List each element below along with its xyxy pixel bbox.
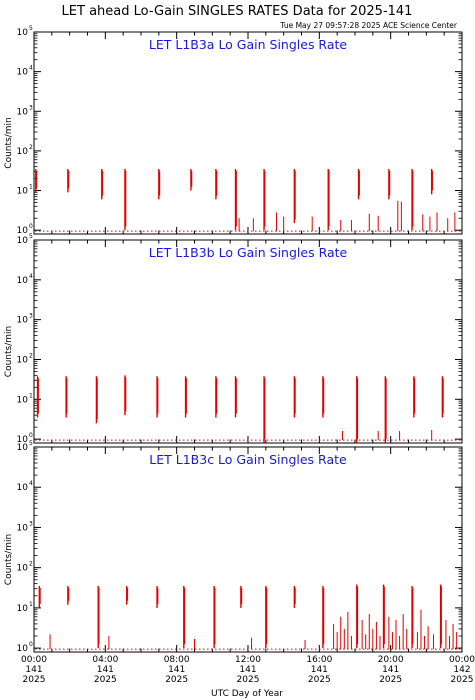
y-tick-label: 10 [17,316,29,326]
x-tick-time: 08:00 [164,655,190,665]
x-tick-time: 00:00 [449,655,475,665]
y-tick-label: 10 [17,276,29,286]
x-tick-year: 2025 [94,675,117,685]
y-tick-exponent: 4 [29,273,33,280]
x-axis-label: UTC Day of Year [211,689,283,699]
x-tick-doy: 142 [453,665,470,675]
y-tick-exponent: 5 [29,25,33,32]
y-tick-label: 10 [17,68,29,78]
y-tick-exponent: 0 [29,432,33,439]
y-tick-label: 10 [17,187,29,197]
x-tick-doy: 141 [97,665,114,675]
x-tick-year: 2025 [237,675,260,685]
x-tick-time: 16:00 [306,655,332,665]
x-tick-year: 2025 [451,675,474,685]
y-tick-exponent: 4 [29,65,33,72]
y-tick-exponent: 2 [29,561,33,568]
y-tick-label: 10 [17,147,29,157]
y-tick-exponent: 3 [29,104,33,111]
y-tick-exponent: 1 [29,392,33,399]
y-tick-label: 10 [17,644,29,654]
y-tick-label: 10 [17,107,29,117]
x-tick-year: 2025 [23,675,46,685]
y-tick-label: 10 [17,226,29,236]
y-tick-label: 10 [17,355,29,365]
panel-title: LET L1B3a Lo Gain Singles Rate [149,37,348,52]
y-tick-label: 10 [17,604,29,614]
x-tick-doy: 141 [25,665,42,675]
x-tick-year: 2025 [308,675,331,685]
x-axis: 00:00141202504:00141202508:00141202512:0… [21,655,475,685]
y-tick-exponent: 4 [29,480,33,487]
y-tick-exponent: 5 [29,440,33,447]
y-tick-label: 10 [17,395,29,405]
y-tick-label: 10 [17,443,29,453]
x-tick-year: 2025 [165,675,188,685]
y-tick-exponent: 1 [29,184,33,191]
x-tick-doy: 141 [239,665,256,675]
x-tick-time: 00:00 [21,655,47,665]
y-tick-exponent: 3 [29,313,33,320]
x-tick-year: 2025 [379,675,402,685]
y-tick-label: 10 [17,236,29,246]
x-tick-time: 04:00 [92,655,118,665]
timestamp: Tue May 27 09:57:28 2025 ACE Science Cen… [279,21,458,30]
y-tick-exponent: 5 [29,233,33,240]
y-tick-exponent: 2 [29,352,33,359]
chart-title: LET ahead Lo-Gain SINGLES RATES Data for… [62,4,413,19]
y-tick-label: 10 [17,28,29,38]
panel-title: LET L1B3b Lo Gain Singles Rate [149,245,348,260]
x-tick-time: 20:00 [378,655,404,665]
y-axis-label: Counts/min [4,117,14,168]
y-tick-exponent: 0 [29,223,33,230]
y-tick-label: 10 [17,435,29,445]
y-tick-label: 10 [17,523,29,533]
y-tick-exponent: 1 [29,601,33,608]
x-tick-doy: 141 [168,665,185,675]
x-tick-time: 12:00 [235,655,261,665]
y-axis-label: Counts/min [4,326,14,377]
y-tick-label: 10 [17,564,29,574]
x-tick-doy: 141 [382,665,399,675]
y-axis-label: Counts/min [4,534,14,585]
y-tick-label: 10 [17,483,29,493]
panel-title: LET L1B3c Lo Gain Singles Rate [149,452,347,467]
x-tick-doy: 141 [311,665,328,675]
y-tick-exponent: 3 [29,520,33,527]
y-tick-exponent: 0 [29,641,33,648]
panel-frame [33,239,463,444]
y-tick-exponent: 2 [29,144,33,151]
